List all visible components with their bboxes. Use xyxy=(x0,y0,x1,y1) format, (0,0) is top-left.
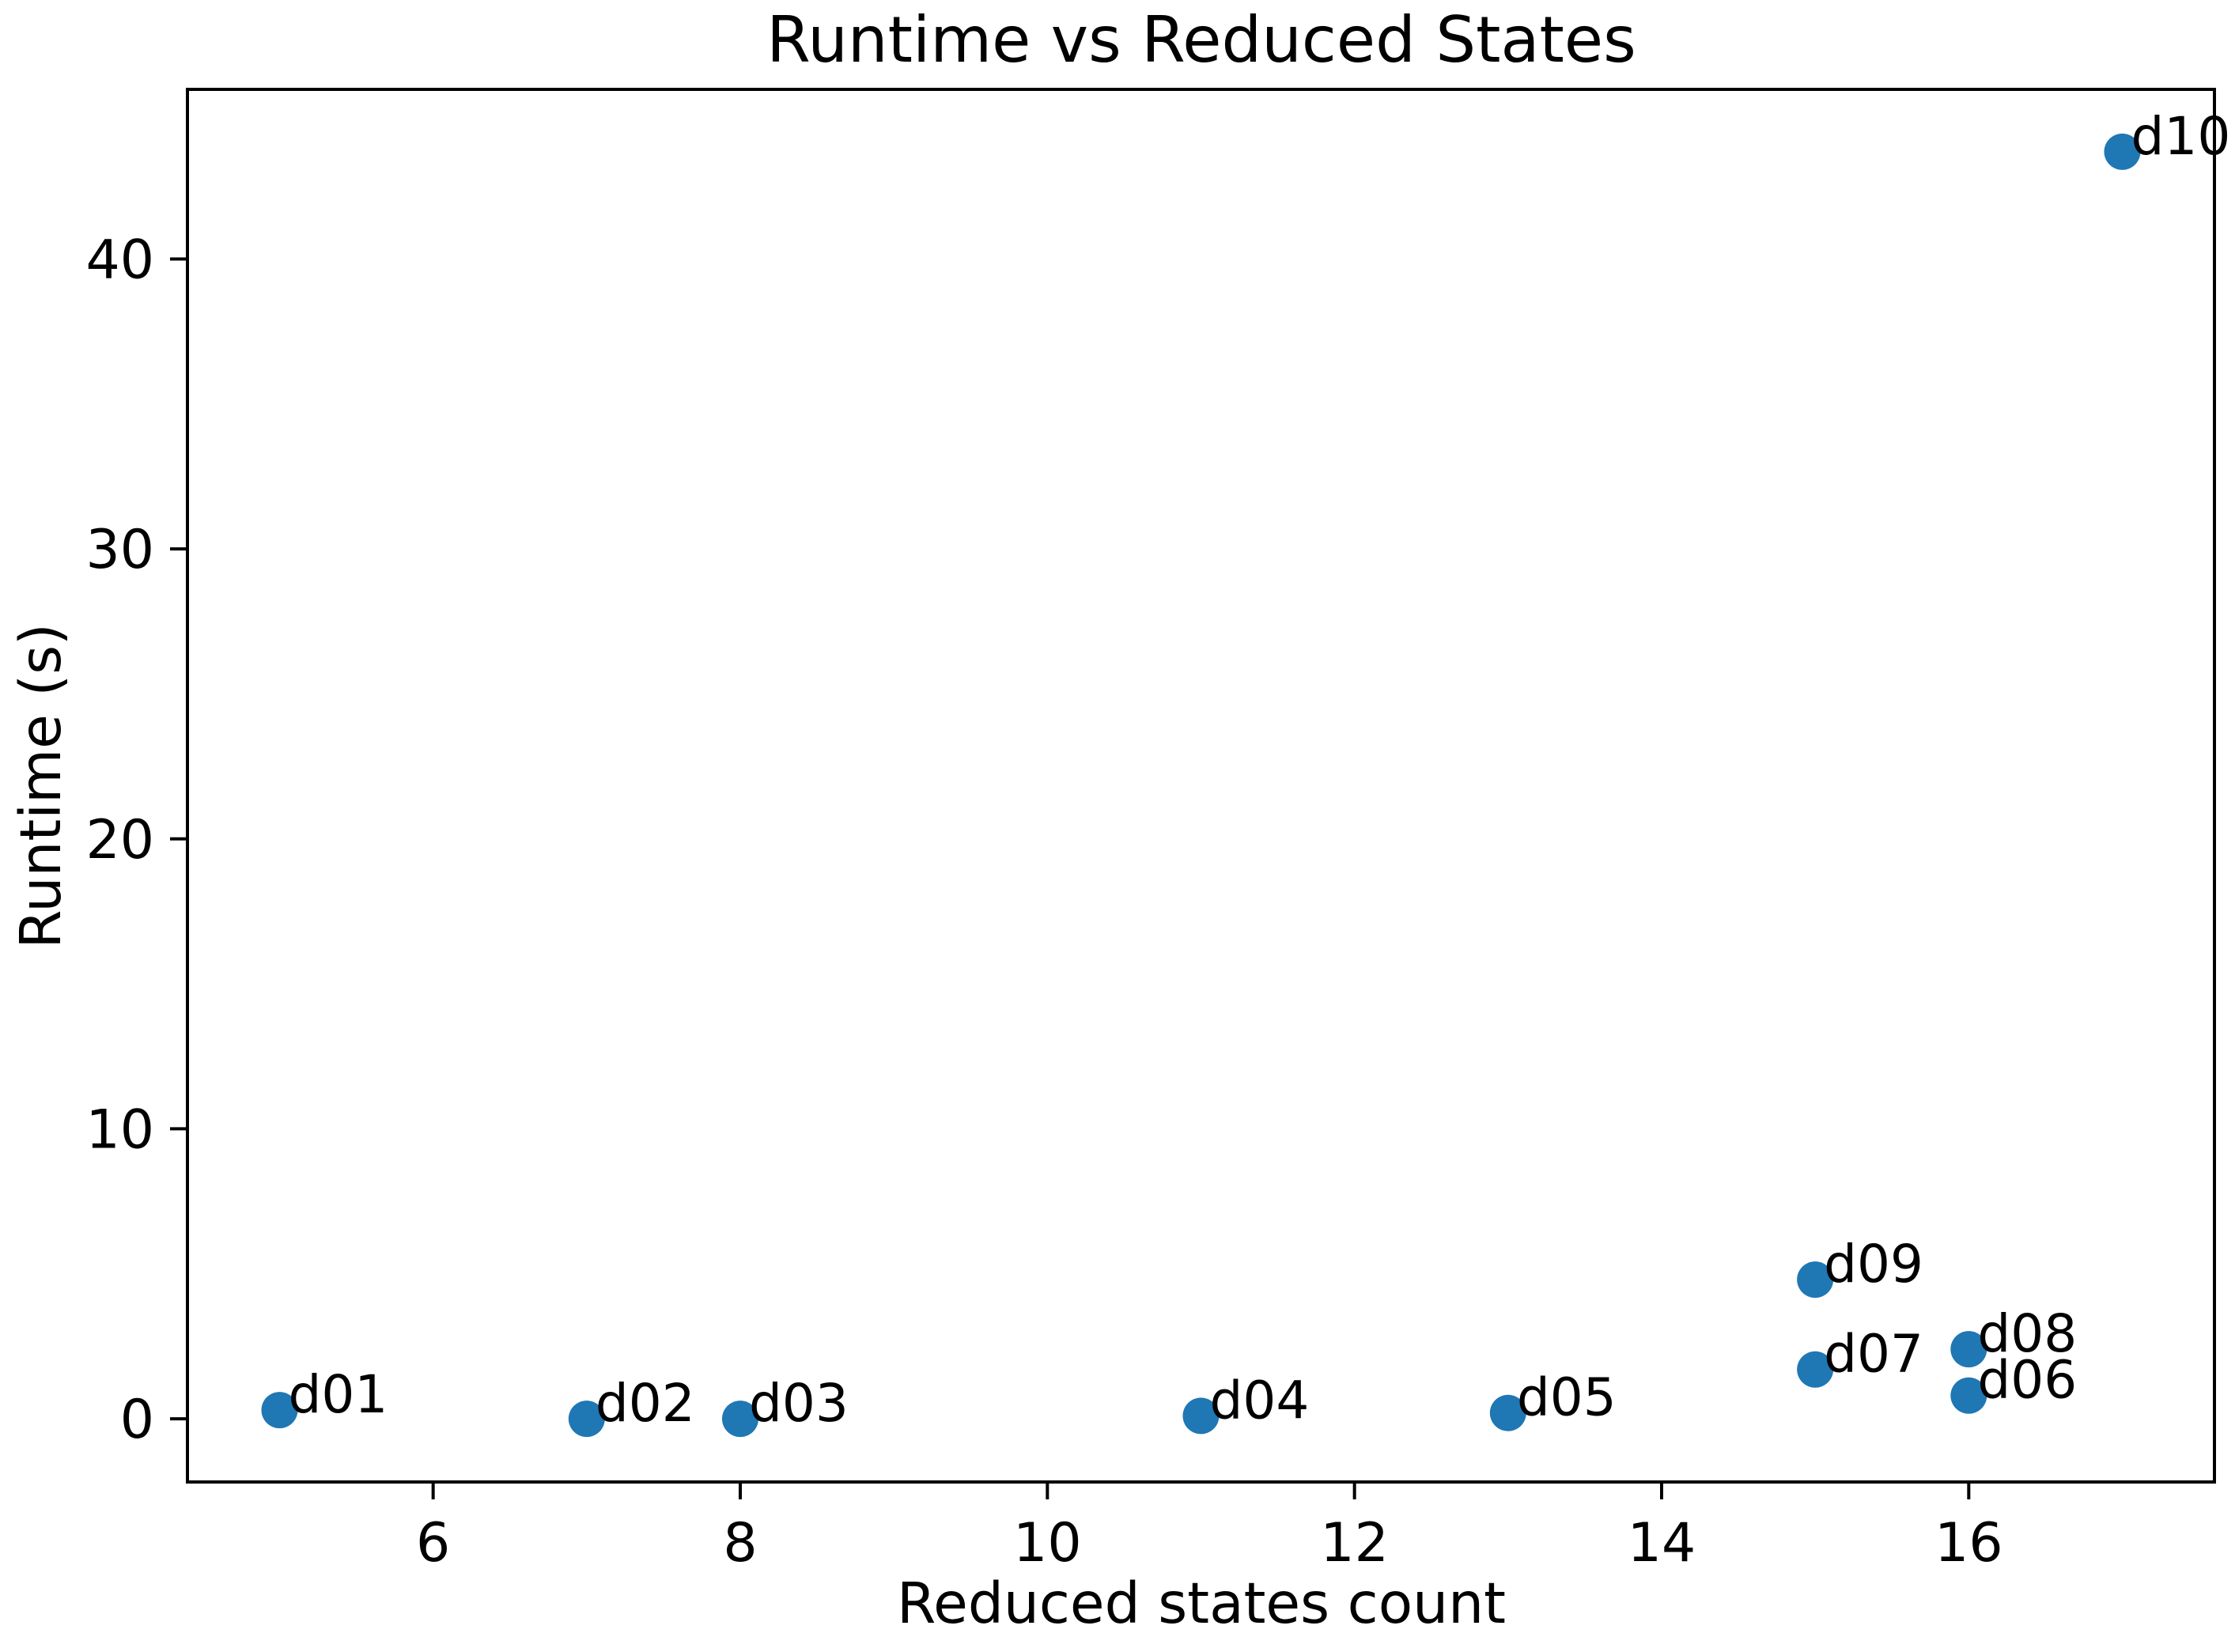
x-tick-label: 10 xyxy=(1013,1512,1082,1575)
plot-spines xyxy=(186,88,2216,1484)
y-tick-label: 10 xyxy=(85,1098,154,1161)
point-label-d02: d02 xyxy=(596,1373,695,1434)
point-label-d06: d06 xyxy=(1977,1350,2077,1411)
x-tick-label: 12 xyxy=(1320,1512,1389,1575)
point-label-d05: d05 xyxy=(1517,1367,1617,1428)
data-point-d06 xyxy=(1950,1377,1987,1414)
x-tick-label: 14 xyxy=(1628,1512,1696,1575)
data-point-d09 xyxy=(1797,1261,1834,1299)
point-label-d09: d09 xyxy=(1824,1234,1923,1295)
point-label-d04: d04 xyxy=(1210,1370,1310,1431)
x-tick-label: 16 xyxy=(1934,1512,2003,1575)
point-label-d08: d08 xyxy=(1977,1303,2077,1364)
y-tick-label: 30 xyxy=(85,519,154,581)
data-point-d01 xyxy=(261,1392,298,1429)
x-tick-label: 8 xyxy=(723,1512,757,1575)
x-axis-label: Reduced states count xyxy=(897,1571,1506,1636)
point-label-d10: d10 xyxy=(2131,106,2231,167)
y-tick-label: 40 xyxy=(85,229,154,291)
data-point-d03 xyxy=(722,1401,758,1438)
point-label-d07: d07 xyxy=(1824,1324,1923,1385)
plot-border xyxy=(186,88,2216,1484)
x-tick-label: 6 xyxy=(416,1512,450,1575)
data-point-d07 xyxy=(1797,1351,1834,1388)
chart-title: Runtime vs Reduced States xyxy=(766,3,1636,77)
data-point-d10 xyxy=(2104,133,2141,170)
axis-ticks: 6 8 10 12 14 16 0 10 20 30 40 xyxy=(85,229,2002,1575)
y-tick-label: 0 xyxy=(120,1389,154,1451)
data-point-d04 xyxy=(1182,1397,1220,1435)
y-axis-label: Runtime (s) xyxy=(8,623,74,949)
data-point-d08 xyxy=(1950,1331,1987,1368)
data-points: d01 d02 d03 d04 d05 d06 d07 d08 d09 d10 xyxy=(261,106,2231,1438)
point-label-d03: d03 xyxy=(749,1373,849,1434)
data-point-d05 xyxy=(1489,1394,1526,1431)
point-label-d01: d01 xyxy=(289,1364,388,1425)
y-tick-label: 20 xyxy=(85,809,154,871)
data-point-d02 xyxy=(568,1401,605,1438)
